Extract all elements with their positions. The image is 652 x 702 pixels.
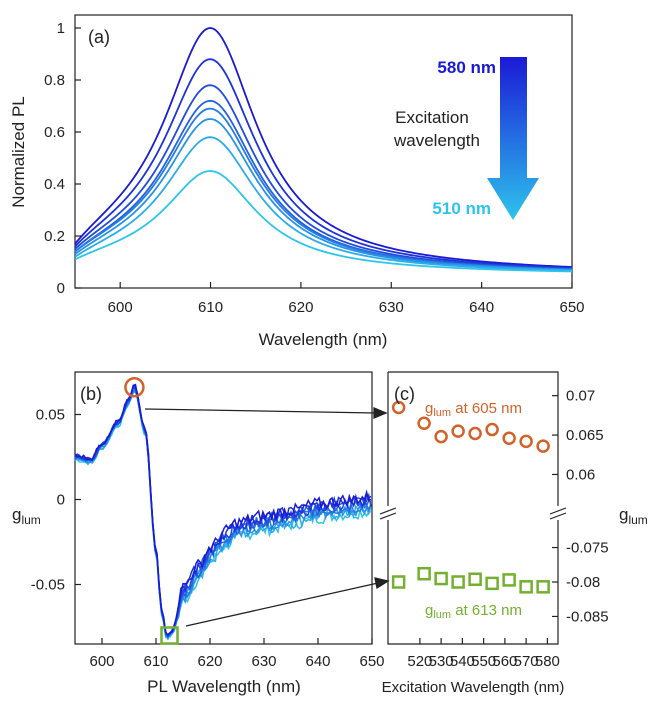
connector-arrow-613 — [185, 582, 379, 627]
panel-b-series-curve — [74, 383, 372, 636]
point-605nm — [391, 400, 406, 415]
panel-c-xlabel: Excitation Wavelength (nm) — [382, 679, 565, 696]
panel-b-ticks: 600 610 620 630 640 650 0.05 0 -0.05 — [31, 407, 385, 671]
point-613nm — [485, 576, 499, 591]
point-605nm — [451, 424, 465, 438]
axis-break-marks — [379, 507, 567, 520]
point-613nm — [536, 580, 550, 594]
panel-b-curves — [74, 383, 372, 641]
point-605nm — [502, 431, 516, 445]
panel-a-series-curve — [74, 58, 573, 269]
legend-613nm: glum at 613 nm — [425, 602, 522, 621]
panel-a-ytick-label: 0.2 — [44, 228, 65, 245]
point-605nm — [417, 416, 431, 430]
panel-c-xtick-label: 570 — [514, 653, 539, 670]
panel-b-xtick-label: 600 — [89, 653, 114, 670]
panel-c-ytick-label: -0.085 — [566, 608, 609, 625]
annotation-580nm: 580 nm — [437, 58, 496, 77]
point-613nm — [519, 580, 533, 594]
panel-a-frame — [74, 14, 573, 289]
panel-b-ylabel: glum — [12, 505, 41, 527]
panel-c-points — [391, 400, 550, 594]
panel-a-ticks: 600 610 620 630 640 650 0 0.2 0.4 0.6 0.8 1 — [44, 20, 584, 316]
point-613nm — [502, 573, 516, 587]
panel-c-xtick-label: 530 — [429, 653, 454, 670]
panel-a-xtick-label: 630 — [379, 299, 404, 316]
panel-b-letter: (b) — [80, 384, 102, 404]
panel-b-frame — [74, 371, 373, 645]
panel-b-xtick-label: 620 — [197, 653, 222, 670]
panel-c-xtick-label: 580 — [535, 653, 560, 670]
marker-square-613 — [160, 626, 179, 645]
point-613nm — [468, 572, 482, 586]
panel-b-xtick-label: 650 — [359, 653, 384, 670]
panel-a-letter: (a) — [88, 27, 110, 47]
connector-arrowhead-605 — [373, 407, 388, 419]
point-613nm — [417, 566, 431, 581]
point-613nm — [451, 575, 465, 589]
point-613nm — [391, 575, 406, 589]
panel-a-ytick-label: 0 — [57, 280, 65, 297]
panel-c-xtick-label: 560 — [492, 653, 517, 670]
panel-c-ylabel: glum — [619, 505, 648, 527]
panel-a-xtick-label: 620 — [288, 299, 313, 316]
annotation-excitation: Excitation — [395, 108, 469, 127]
panel-a-xtick-label: 650 — [559, 299, 584, 316]
panel-a-series-curve — [74, 27, 573, 268]
panel-c-ytick-label: -0.075 — [566, 540, 609, 557]
panel-b-xtick-label: 630 — [251, 653, 276, 670]
connector-arrow-605 — [144, 408, 377, 414]
excitation-arrow — [487, 57, 539, 220]
panel-c-ytick-label: 0.06 — [566, 466, 595, 483]
panel-c-ytick-label: -0.08 — [566, 574, 600, 591]
panel-b-ytick-label: -0.05 — [31, 577, 65, 594]
panel-b-markers — [124, 377, 179, 645]
panel-c-ytick-label: 0.07 — [566, 388, 595, 405]
panel-a: 600 610 620 630 640 650 0 0.2 0.4 0.6 0.8 1 (a) Wav… — [9, 14, 585, 349]
panel-a-ytick-label: 1 — [57, 20, 65, 37]
legend-605nm: glum at 605 nm — [425, 400, 522, 419]
panel-a-ytick-label: 0.8 — [44, 72, 65, 89]
point-605nm — [434, 429, 448, 444]
panel-a-xtick-label: 600 — [108, 299, 133, 316]
panel-a-series-curve — [74, 118, 573, 271]
panel-c-xtick-label: 540 — [450, 653, 475, 670]
panel-a-ylabel: Normalized PL — [9, 96, 28, 208]
marker-circle-605 — [124, 377, 145, 398]
point-605nm — [536, 439, 550, 453]
panel-b-xtick-label: 640 — [305, 653, 330, 670]
panel-b-xlabel: PL Wavelength (nm) — [147, 677, 301, 696]
point-605nm — [485, 422, 499, 437]
panel-c-xtick-label: 550 — [471, 653, 496, 670]
annotation-wavelength: wavelength — [393, 131, 480, 150]
panel-b-xtick-label: 610 — [143, 653, 168, 670]
panel-a-ytick-label: 0.4 — [44, 176, 65, 193]
panel-b-ytick-label: 0.05 — [36, 407, 65, 424]
panel-a-xtick-label: 610 — [198, 299, 223, 316]
panel-b: 600 610 620 630 640 650 0.05 0 -0.05 (b) PL Wave… — [12, 371, 385, 696]
annotation-510nm: 510 nm — [432, 199, 491, 218]
panel-a-curves — [74, 27, 573, 273]
panel-b-ytick-label: 0 — [57, 492, 65, 509]
point-613nm — [434, 571, 448, 586]
panel-c-ytick-label: 0.065 — [566, 427, 604, 444]
point-605nm — [468, 426, 482, 441]
panel-a-series-curve — [74, 170, 573, 273]
connector-arrows — [144, 407, 390, 627]
panel-a-xlabel: Wavelength (nm) — [259, 330, 388, 349]
point-605nm — [519, 434, 533, 449]
panel-c-letter: (c) — [394, 384, 415, 404]
panel-c-xtick-label: 520 — [407, 653, 432, 670]
panel-a-xtick-label: 640 — [469, 299, 494, 316]
panel-a-series-curve — [74, 136, 573, 272]
connector-arrowhead-613 — [374, 577, 390, 590]
panel-a-ytick-label: 0.6 — [44, 124, 65, 141]
